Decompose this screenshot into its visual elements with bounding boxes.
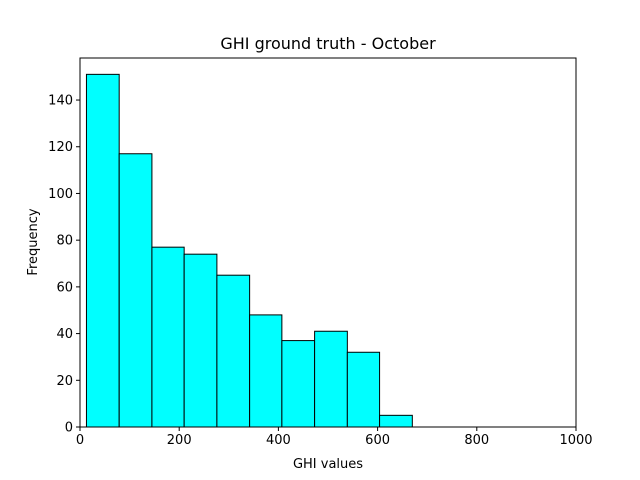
y-axis: 0 20 40 60 80 100 120 140 bbox=[48, 94, 80, 436]
y-tick-label: 0 bbox=[65, 421, 73, 436]
y-tick-label: 120 bbox=[48, 140, 73, 155]
histogram-bar bbox=[216, 274, 251, 428]
histogram-bar bbox=[379, 414, 413, 428]
plot-frame bbox=[79, 57, 577, 428]
x-tick-label: 400 bbox=[266, 433, 291, 448]
x-tick-label: 200 bbox=[167, 433, 192, 448]
histogram-bar bbox=[118, 153, 153, 428]
y-tick-label: 60 bbox=[56, 280, 73, 295]
x-tick-label: 0 bbox=[76, 433, 84, 448]
histogram-bar bbox=[249, 314, 283, 428]
x-tick-label: 1000 bbox=[559, 433, 592, 448]
histogram-bar bbox=[151, 246, 185, 428]
y-tick-label: 140 bbox=[48, 94, 73, 109]
chart-title: GHI ground truth - October bbox=[220, 34, 436, 53]
x-tick-label: 800 bbox=[464, 433, 489, 448]
histogram-bar bbox=[281, 340, 316, 428]
y-tick-label: 100 bbox=[48, 187, 73, 202]
histogram-bar bbox=[183, 253, 218, 428]
y-tick-label: 40 bbox=[56, 327, 73, 342]
y-axis-label: Frequency bbox=[26, 208, 41, 275]
histogram-bar bbox=[346, 351, 381, 428]
histogram-bar bbox=[85, 73, 120, 428]
y-tick-label: 80 bbox=[56, 234, 73, 249]
x-tick-label: 600 bbox=[365, 433, 390, 448]
histogram-bar bbox=[314, 330, 348, 428]
y-tick-label: 20 bbox=[56, 374, 73, 389]
x-axis: 0 200 400 600 800 1000 bbox=[76, 427, 593, 448]
bars-group bbox=[85, 73, 413, 428]
x-axis-label: GHI values bbox=[293, 457, 363, 472]
